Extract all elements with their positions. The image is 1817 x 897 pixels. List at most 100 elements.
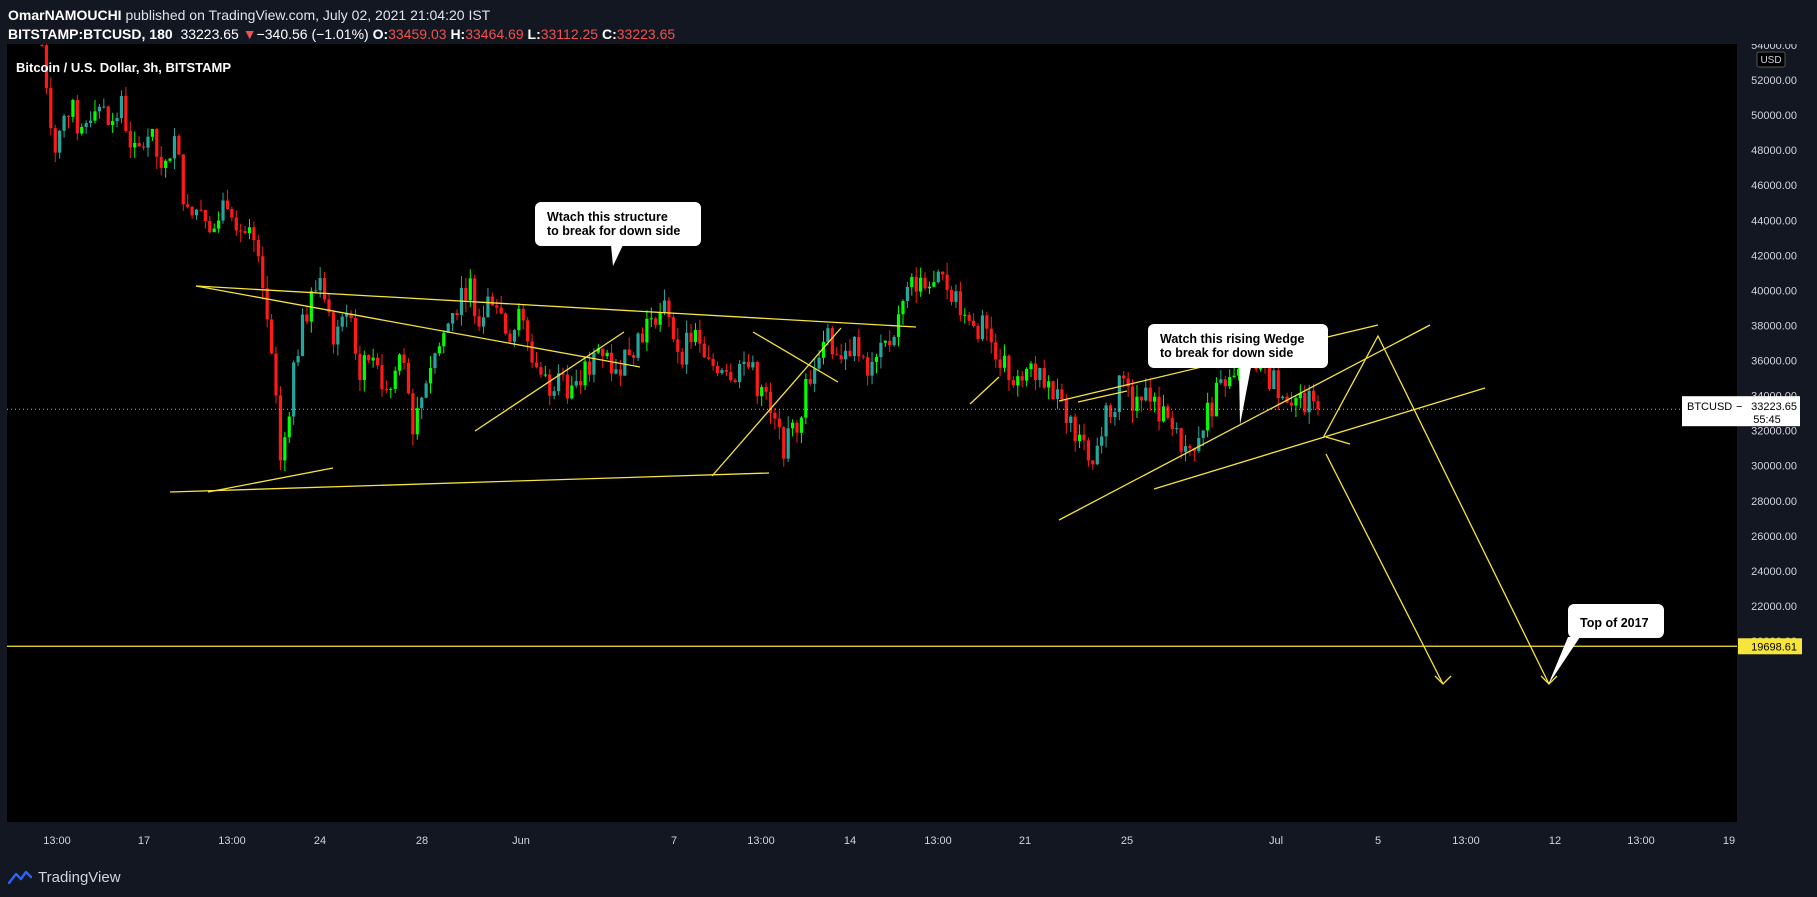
candle-body xyxy=(738,363,742,383)
candle-body xyxy=(1153,396,1157,402)
candle-body xyxy=(1135,396,1139,411)
candle-body xyxy=(146,136,150,148)
candle-body xyxy=(790,422,795,429)
candle-body xyxy=(989,328,993,343)
time-tick-label: 12 xyxy=(1549,835,1561,847)
bar-countdown: 55:45 xyxy=(1753,414,1781,426)
candle-body xyxy=(936,271,940,283)
candle-body xyxy=(415,408,419,435)
time-tick-label: 17 xyxy=(138,835,150,847)
footer-brand[interactable]: TradingView xyxy=(38,868,121,886)
price-tick-label: 26000.00 xyxy=(1751,531,1797,543)
trendline xyxy=(969,376,1000,405)
candle-body xyxy=(579,381,583,386)
candle-body xyxy=(760,387,764,397)
candle-body xyxy=(309,291,313,322)
candle-body xyxy=(1281,396,1285,399)
candle-body xyxy=(203,209,207,221)
candle-body xyxy=(1316,401,1320,410)
level-price-tag xyxy=(1738,638,1802,655)
candle-body xyxy=(128,131,132,148)
trendline xyxy=(1153,387,1486,490)
candle-body xyxy=(1108,405,1113,418)
candle-body xyxy=(680,351,684,365)
candle-body xyxy=(111,121,115,125)
candle-body xyxy=(1201,430,1205,438)
candle-body xyxy=(702,343,706,358)
candle-body xyxy=(181,154,185,205)
candle-body xyxy=(1139,396,1143,401)
arrow-head xyxy=(1434,675,1452,685)
candle-body xyxy=(340,316,344,327)
candle-body xyxy=(534,362,539,368)
candle-body xyxy=(424,383,428,398)
candle-body xyxy=(155,128,159,157)
wedge-callout-text: Watch this rising Wedge xyxy=(1160,332,1305,346)
candle-body xyxy=(194,209,199,216)
candle-body xyxy=(1024,369,1029,381)
candle-body xyxy=(40,45,44,46)
candle-body xyxy=(477,316,481,327)
candle-body xyxy=(1311,390,1316,402)
candle-body xyxy=(269,319,274,354)
candle-body xyxy=(1232,375,1236,377)
author-name[interactable]: OmarNAMOUCHI xyxy=(8,7,122,23)
candle-body xyxy=(490,296,494,306)
last-price-dash: − xyxy=(1736,401,1742,413)
candle-body xyxy=(539,367,543,375)
candle-body xyxy=(106,106,110,125)
candle-body xyxy=(1144,387,1148,401)
candle-body xyxy=(380,365,384,390)
structure-callout-box xyxy=(535,202,701,246)
candle-body xyxy=(667,300,671,318)
candle-body xyxy=(830,328,834,355)
chart-title: Bitcoin / U.S. Dollar, 3h, BITSTAMP xyxy=(16,60,231,75)
candle-body xyxy=(676,339,680,352)
structure-callout-text: to break for down side xyxy=(547,224,680,238)
chart-area[interactable]: Wtach this structure to break for down si… xyxy=(0,38,1817,857)
candle-body xyxy=(671,317,675,340)
candle-body xyxy=(1055,389,1060,400)
symbol-label: BITSTAMP:BTCUSD, 180 xyxy=(8,26,173,42)
candle-body xyxy=(336,326,340,345)
candle-body xyxy=(530,341,534,363)
candle-body xyxy=(1303,393,1307,413)
trendline xyxy=(195,285,917,328)
candle-body xyxy=(314,290,318,292)
candle-body xyxy=(481,317,486,327)
candle-body xyxy=(1276,370,1280,399)
candle-body xyxy=(707,357,711,359)
candle-body xyxy=(420,397,424,409)
candle-body xyxy=(839,355,843,360)
candle-body xyxy=(234,217,238,231)
candle-body xyxy=(1047,381,1051,388)
candle-body xyxy=(58,130,62,153)
trendline xyxy=(207,467,334,493)
candle-body xyxy=(428,368,433,384)
price-tick-label: 24000.00 xyxy=(1751,566,1797,578)
candle-body xyxy=(199,209,203,211)
candle-body xyxy=(548,374,552,396)
candle-body xyxy=(1082,434,1086,441)
candle-body xyxy=(221,200,225,221)
candle-body xyxy=(777,418,781,428)
candle-body xyxy=(442,332,446,347)
candle-body xyxy=(980,315,985,340)
candle-body xyxy=(508,333,512,342)
candle-body xyxy=(1117,375,1121,413)
candle-body xyxy=(265,288,269,320)
tradingview-logo-icon[interactable] xyxy=(8,870,32,884)
close-label: C: xyxy=(601,26,617,42)
candle-body xyxy=(278,395,283,461)
candles-group xyxy=(7,38,1737,472)
candle-body xyxy=(517,308,521,331)
chart-header: OmarNAMOUCHI published on TradingView.co… xyxy=(0,0,1817,44)
time-tick-label: 13:00 xyxy=(1452,835,1480,847)
candle-body xyxy=(217,220,221,229)
candle-body xyxy=(715,365,720,374)
plot-background[interactable] xyxy=(7,44,1737,822)
candle-body xyxy=(605,352,609,357)
price-tick-label: 38000.00 xyxy=(1751,320,1797,332)
candle-body xyxy=(1016,376,1020,386)
